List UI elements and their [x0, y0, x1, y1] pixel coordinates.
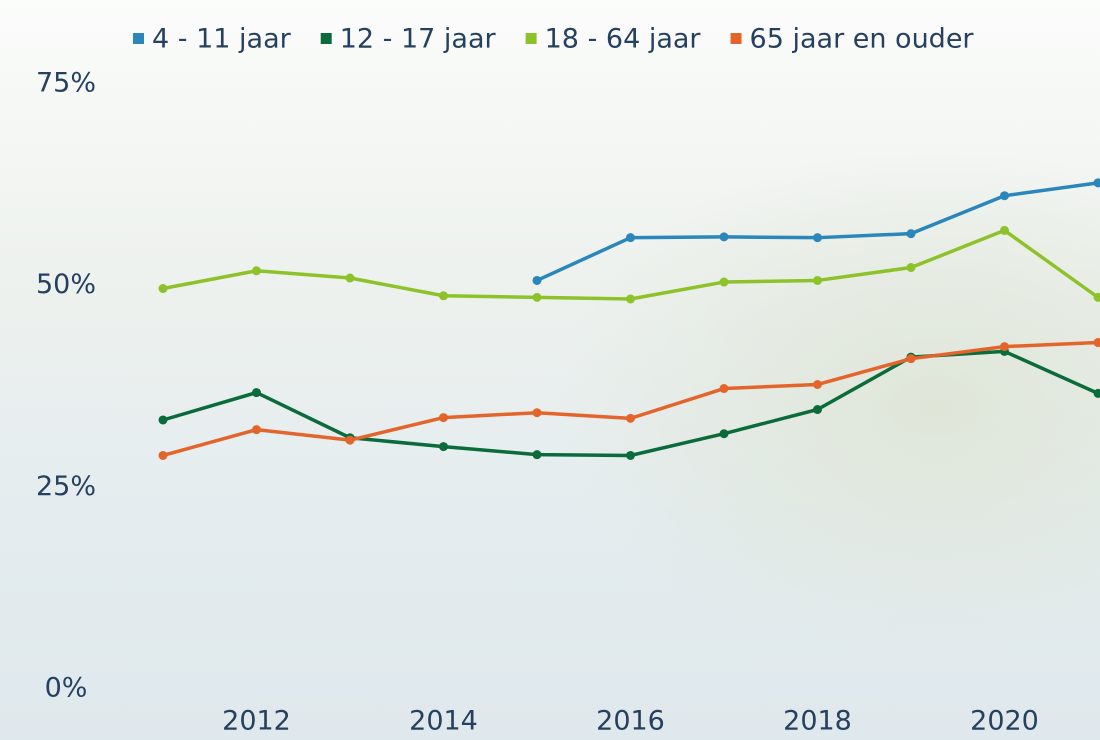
- data-point: [346, 274, 355, 283]
- legend-label: 65 jaar en ouder: [750, 24, 975, 55]
- data-point: [626, 294, 635, 303]
- legend-swatch: [526, 33, 537, 44]
- data-point: [439, 413, 448, 422]
- data-point: [813, 233, 822, 242]
- data-point: [907, 229, 916, 238]
- data-point: [252, 425, 261, 434]
- data-point: [813, 380, 822, 389]
- data-point: [159, 284, 168, 293]
- data-point: [439, 442, 448, 451]
- legend-label: 18 - 64 jaar: [545, 24, 702, 55]
- data-point: [626, 233, 635, 242]
- x-tick-label: 2020: [970, 706, 1039, 737]
- data-point: [439, 291, 448, 300]
- data-point: [1000, 191, 1009, 200]
- y-tick-label: 75%: [36, 68, 96, 99]
- data-point: [533, 450, 542, 459]
- x-tick-label: 2018: [783, 706, 852, 737]
- data-point: [907, 354, 916, 363]
- legend-label: 12 - 17 jaar: [340, 24, 497, 55]
- y-tick-label: 25%: [36, 471, 96, 502]
- legend-label: 4 - 11 jaar: [152, 24, 292, 55]
- data-point: [1000, 226, 1009, 235]
- legend-swatch: [133, 33, 144, 44]
- data-point: [252, 266, 261, 275]
- data-point: [626, 451, 635, 460]
- legend-swatch: [731, 33, 742, 44]
- data-point: [533, 276, 542, 285]
- data-point: [159, 451, 168, 460]
- data-point: [813, 405, 822, 414]
- x-tick-label: 2012: [222, 706, 291, 737]
- background-tint: [0, 0, 1100, 740]
- data-point: [720, 384, 729, 393]
- data-point: [159, 415, 168, 424]
- y-tick-label: 50%: [36, 269, 96, 300]
- data-point: [533, 408, 542, 417]
- y-tick-label: 0%: [45, 673, 88, 704]
- x-tick-label: 2014: [409, 706, 478, 737]
- legend-swatch: [321, 33, 332, 44]
- data-point: [626, 414, 635, 423]
- x-tick-label: 2016: [596, 706, 665, 737]
- data-point: [813, 276, 822, 285]
- data-point: [720, 232, 729, 241]
- data-point: [346, 436, 355, 445]
- data-point: [720, 429, 729, 438]
- data-point: [720, 278, 729, 287]
- chart: 0% 25% 50% 75% 2012 2014 2016 2018 2020 4 - 11 ja…: [0, 0, 1100, 740]
- data-point: [907, 263, 916, 272]
- data-point: [1000, 342, 1009, 351]
- data-point: [252, 388, 261, 397]
- data-point: [533, 293, 542, 302]
